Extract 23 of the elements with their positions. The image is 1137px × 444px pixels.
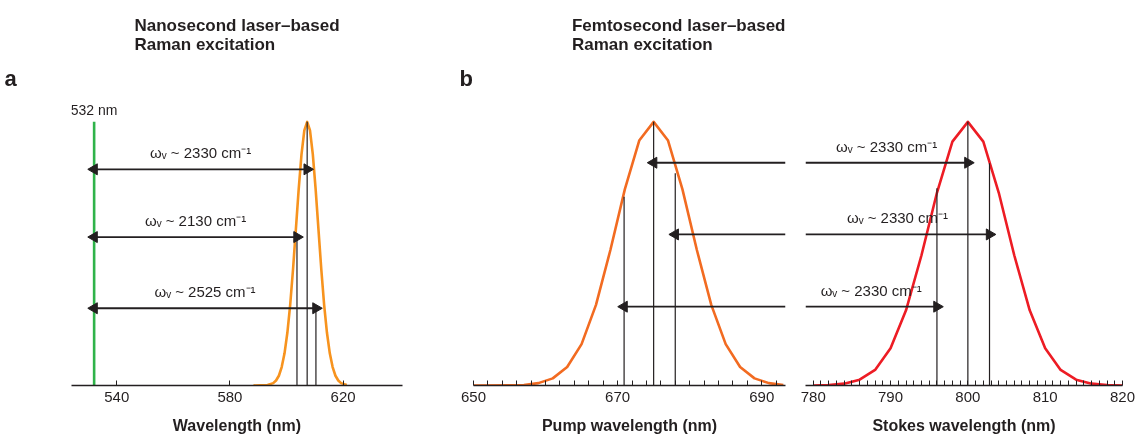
- x-tick-label: 810: [1032, 387, 1058, 405]
- x-tick-label: 790: [878, 387, 904, 405]
- series-label: 532 nm: [70, 101, 118, 118]
- x-tick-label: 780: [800, 387, 826, 405]
- x-tick-label: 650: [460, 387, 487, 405]
- x-tick-label: 670: [605, 387, 631, 405]
- annotation: ωᵥ ~ 2130 cm⁻¹: [144, 212, 247, 230]
- x-tick-label: 620: [330, 387, 356, 405]
- x-axis-title: Wavelength (nm): [172, 416, 302, 434]
- x-tick-label: 690: [749, 387, 775, 405]
- x-axis-title: Pump wavelength (nm): [541, 416, 718, 434]
- x-tick-label: 800: [955, 387, 981, 405]
- chart-title: Femtosecond laser–based Raman excitation: [571, 15, 786, 54]
- annotation: ωᵥ ~ 2525 cm⁻¹: [154, 283, 256, 301]
- text: b: [459, 65, 473, 91]
- x-axis-title: Stokes wavelength (nm): [872, 416, 1056, 434]
- annotation: ωᵥ ~ 2330 cm⁻¹: [150, 144, 252, 162]
- x-tick-label: 540: [104, 387, 130, 405]
- x-tick-label: 580: [217, 387, 243, 405]
- annotation: ωᵥ ~ 2330 cm⁻¹: [836, 137, 938, 155]
- x-tick-label: 820: [1109, 387, 1136, 405]
- chart-title: Nanosecond laser–based Raman excitation: [134, 15, 340, 54]
- text: a: [4, 65, 18, 91]
